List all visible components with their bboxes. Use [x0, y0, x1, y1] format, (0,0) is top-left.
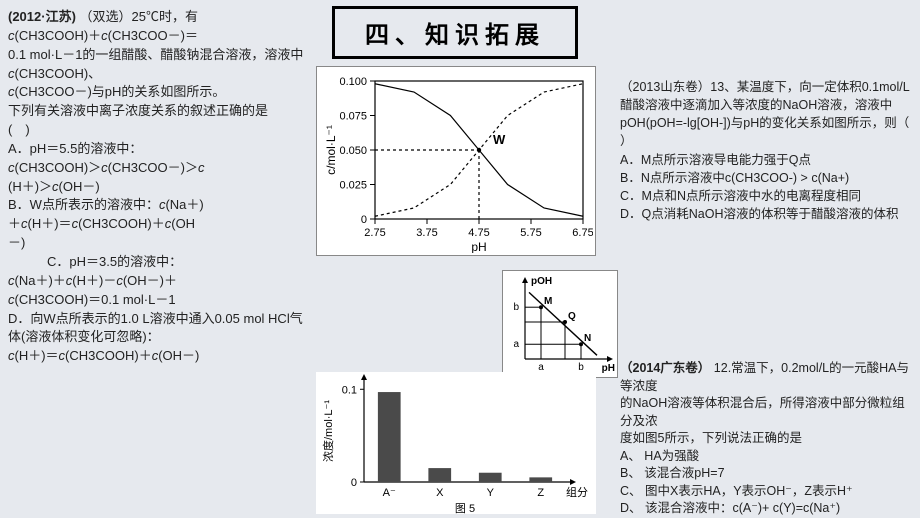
q1-B2e: (CH3COOH)＋	[78, 216, 165, 231]
svg-text:5.75: 5.75	[520, 227, 541, 239]
q1-B2g: (OH	[171, 216, 195, 231]
svg-text:0: 0	[361, 214, 367, 226]
svg-text:N: N	[584, 333, 591, 344]
q1-source: (2012·江苏)	[8, 9, 76, 24]
q1-A2b: (CH3COOH)＞	[15, 160, 102, 175]
svg-text:X: X	[436, 487, 444, 499]
right-lower-question: （2014广东卷） 12.常温下，0.2mol/L的一元酸HA与等浓度 的NaO…	[620, 360, 910, 518]
svg-text:Y: Y	[487, 487, 495, 499]
chart-2: MQNbaabpOHpH	[502, 270, 618, 378]
q3-l2: 的NaOH溶液等体积混合后，所得溶液中部分微粒组分及浓	[620, 396, 905, 428]
svg-text:0.100: 0.100	[339, 76, 367, 88]
svg-text:4.75: 4.75	[468, 227, 489, 239]
svg-text:3.75: 3.75	[416, 227, 437, 239]
q3-B: B、 该混合液pH=7	[620, 466, 725, 480]
q1-A2d: (CH3COO－)＞	[108, 160, 198, 175]
q1-t3: (CH3COOH)、	[15, 66, 102, 81]
q1-A3a: (H＋)＞	[8, 179, 52, 194]
q1-D2b: (H＋)＝	[15, 348, 59, 363]
q3-l3: 度如图5所示，下列说法正确的是	[620, 431, 802, 445]
svg-text:pH: pH	[471, 240, 486, 253]
svg-text:0.025: 0.025	[339, 180, 367, 192]
q1-B1t: (Na＋)	[165, 197, 203, 212]
q1-t2: (CH3COO－)＝	[108, 28, 198, 43]
q1-l3: 0.1 mol·L－1的一组醋酸、醋酸钠混合溶液，溶液中	[8, 47, 303, 62]
svg-text:A⁻: A⁻	[383, 487, 396, 499]
q1-C2d: (H＋)－	[72, 273, 116, 288]
q1-stem: 下列有关溶液中离子浓度关系的叙述正确的是 ( )	[8, 103, 307, 137]
q1-D1: D．向W点所表示的1.0 L溶液中通入0.05 mol HCl气体(溶液体积变化…	[8, 311, 303, 345]
svg-text:0.075: 0.075	[339, 111, 367, 123]
left-question: (2012·江苏) （双选）25℃时，有 c(CH3COOH)＋c(CH3COO…	[8, 8, 308, 366]
chart-1: 0 0.025 0.050 0.075 0.100 2.75 3.75 4.75 5.75 6.7…	[316, 66, 596, 256]
section-title: 四、知识拓展	[365, 15, 545, 50]
svg-text:pOH: pOH	[531, 276, 552, 287]
svg-text:a: a	[513, 339, 519, 350]
q1-A2e: c	[198, 160, 205, 175]
svg-text:组分: 组分	[566, 485, 588, 499]
svg-text:W: W	[493, 132, 506, 147]
q3-D: D、 该混合溶液中：c(A⁻)+ c(Y)=c(Na⁺)	[620, 501, 840, 515]
q1-C3b: (CH3COOH)＝0.1 mol·L－1	[15, 292, 176, 307]
right-upper-question: （2013山东卷）13、某温度下，向一定体积0.1mol/L醋酸溶液中逐滴加入等…	[620, 78, 910, 223]
chart-3: 0 0.1 A⁻ X Y Z 浓度/mol·L⁻¹ 组分图 5	[316, 372, 596, 514]
q1-D2d: (CH3COOH)＋	[65, 348, 152, 363]
q1-t4: (CH3COO－)与pH的关系如图所示。	[15, 84, 226, 99]
q3-src: （2014广东卷）	[620, 361, 710, 375]
q1-C2b: (Na＋)＋	[15, 273, 66, 288]
q3-A: A、 HA为强酸	[620, 449, 699, 463]
q1-A3c: (OH－)	[59, 179, 100, 194]
q2-B: B．N点所示溶液中c(CH3COO-) > c(Na+)	[620, 171, 849, 185]
q1-B3: －)	[8, 235, 25, 250]
q1-A1: A．pH＝5.5的溶液中：	[8, 141, 142, 156]
svg-text:0.1: 0.1	[342, 384, 357, 396]
svg-text:M: M	[544, 296, 552, 307]
svg-text:6.75: 6.75	[572, 227, 593, 239]
q2-C: C．M点和N点所示溶液中水的电离程度相同	[620, 189, 861, 203]
q1-D2f: (OH－)	[158, 348, 199, 363]
q2-head: （2013山东卷）13、某温度下，向一定体积0.1mol/L醋酸溶液中逐滴加入等…	[620, 80, 910, 112]
q1-B1: B．W点所表示的溶液中：	[8, 197, 159, 212]
q2-l2: pOH(pOH=-lg[OH-])与pH的变化关系如图所示，则（ ）	[620, 116, 909, 148]
svg-text:pH: pH	[602, 363, 615, 374]
q2-A: A．M点所示溶液导电能力强于Q点	[620, 153, 811, 167]
q2-D: D．Q点消耗NaOH溶液的体积等于醋酸溶液的体积	[620, 207, 898, 221]
section-title-box: 四、知识拓展	[332, 6, 578, 59]
svg-text:0: 0	[351, 477, 357, 489]
svg-text:Z: Z	[537, 487, 544, 499]
q3-C: C、 图中X表示HA，Y表示OH⁻，Z表示H⁺	[620, 484, 853, 498]
svg-text:Q: Q	[568, 311, 576, 322]
svg-text:浓度/mol·L⁻¹: 浓度/mol·L⁻¹	[321, 400, 335, 462]
q1-C2f: (OH－)＋	[123, 273, 177, 288]
q1-pre1: （双选）25℃时，有	[80, 9, 198, 24]
q1-C1: C．pH＝3.5的溶液中：	[8, 254, 182, 269]
svg-text:0.050: 0.050	[339, 145, 367, 157]
q1-t1: (CH3COOH)＋	[15, 28, 102, 43]
q1-B2a: ＋	[8, 216, 21, 231]
svg-text:图 5: 图 5	[455, 502, 475, 514]
svg-text:2.75: 2.75	[364, 227, 385, 239]
svg-text:c/mol·L⁻¹: c/mol·L⁻¹	[324, 125, 338, 175]
svg-text:b: b	[513, 302, 519, 313]
q1-B2c: (H＋)＝	[28, 216, 72, 231]
